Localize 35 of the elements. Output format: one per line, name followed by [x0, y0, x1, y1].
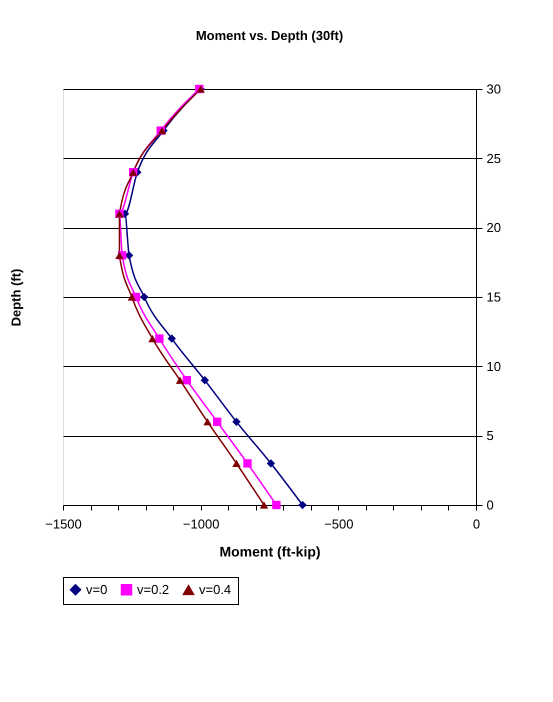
point	[243, 459, 252, 468]
legend-label: v=0.4	[199, 582, 232, 598]
y-tick-label: 25	[486, 150, 501, 166]
point	[213, 418, 222, 426]
point	[200, 376, 209, 384]
x-axis-title: Moment (ft-kip)	[219, 544, 321, 560]
point	[140, 292, 148, 302]
chart-title: Moment vs. Depth (30ft)	[196, 28, 344, 43]
point	[260, 501, 268, 509]
point	[176, 376, 184, 384]
point	[128, 293, 136, 301]
point	[232, 460, 241, 468]
point	[182, 376, 192, 384]
x-tick-label: −500	[324, 516, 354, 532]
y-tick-label: 15	[486, 290, 501, 304]
y-tick-label: 5	[486, 428, 494, 444]
point	[266, 459, 276, 468]
point	[115, 252, 124, 260]
point	[298, 500, 307, 510]
y-axis-title: Depth (ft)	[8, 268, 24, 326]
point	[155, 334, 164, 343]
x-tick-label: 0	[472, 516, 480, 532]
point	[272, 500, 281, 510]
point	[168, 334, 176, 343]
legend-label: v=0	[86, 582, 108, 597]
y-tick-label: 30	[486, 82, 501, 96]
x-tick-label: −1500	[45, 516, 82, 532]
y-tick-label: 10	[486, 358, 501, 374]
y-tick-label: 0	[486, 498, 494, 512]
point	[232, 418, 241, 426]
point	[148, 334, 157, 342]
point	[203, 418, 212, 426]
legend-label: v=0.2	[137, 582, 170, 597]
x-tick-label: −1000	[182, 516, 220, 532]
y-tick-label: 20	[486, 220, 501, 236]
